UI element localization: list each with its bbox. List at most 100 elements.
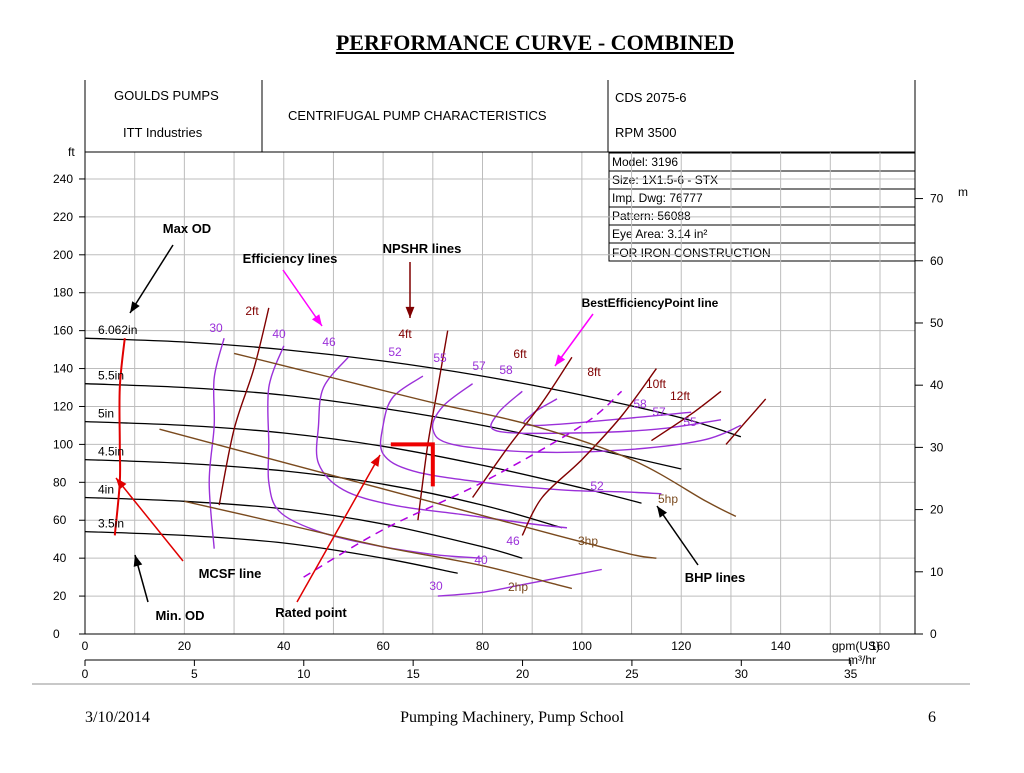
rated-point-marker (390, 442, 435, 487)
head-curve (84, 530, 458, 574)
bhp-curve (233, 352, 737, 518)
y-left-tick-label: 240 (53, 172, 73, 186)
npshr-label: 2ft (245, 304, 259, 318)
x-tick-label: 80 (476, 639, 490, 653)
efficiency-label: 40 (272, 327, 286, 341)
efficiency-label: 52 (590, 479, 604, 493)
mcsf-line (113, 338, 126, 536)
arrow-bhp-lines (656, 505, 699, 566)
npshr-label: 10ft (646, 377, 667, 391)
y-left-tick-label: 20 (53, 589, 67, 603)
arrow-bep-line-head (555, 354, 566, 366)
arrow-bep-line (554, 313, 594, 367)
y-left-tick-label: 120 (53, 399, 73, 413)
head-curve (84, 383, 682, 470)
info-eye-area: Eye Area: 3.14 in² (612, 227, 707, 241)
chart-heading: CENTRIFUGAL PUMP CHARACTERISTICS (288, 108, 547, 123)
y-right-tick-label: 10 (930, 565, 944, 579)
efficiency-label: 55 (433, 351, 447, 365)
info-imp-dwg: Imp. Dwg: 76777 (612, 191, 703, 205)
bhp-curve (159, 428, 657, 559)
annotation-callouts: Max OD Efficiency lines NPSHR lines BestEff… (115, 221, 745, 623)
annotation-efficiency-lines: Efficiency lines (243, 251, 338, 266)
efficiency-label: 57 (472, 359, 486, 373)
chart-axes: 020406080100120140160180200220240ft01020… (53, 145, 968, 681)
info-construction: FOR IRON CONSTRUCTION (612, 246, 771, 260)
efficiency-label: 30 (209, 321, 223, 335)
efficiency-label: 58 (633, 397, 647, 411)
efficiency-curve (437, 568, 602, 597)
npshr-label: 12ft (670, 389, 691, 403)
y-right-tick-label: 70 (930, 192, 944, 206)
footer-date: 3/10/2014 (85, 709, 150, 726)
efficiency-curve (379, 375, 662, 495)
x-tick-label: 60 (376, 639, 390, 653)
head-curve-label: 5.5in (98, 369, 124, 383)
efficiency-curve (315, 356, 568, 529)
y-right-axis-label: m (958, 185, 968, 199)
y-left-tick-label: 40 (53, 551, 67, 565)
annotation-bhp-lines: BHP lines (685, 570, 745, 585)
npshr-curve (417, 330, 449, 521)
head-curve (84, 420, 642, 504)
company-name: GOULDS PUMPS (114, 88, 219, 103)
annotation-rated-point: Rated point (275, 605, 347, 620)
x2-tick-label: 15 (406, 667, 420, 681)
y-right-tick-label: 50 (930, 316, 944, 330)
efficiency-label: 58 (499, 363, 513, 377)
chart-grid (84, 151, 916, 635)
head-curve-label: 5in (98, 407, 114, 421)
x2-tick-label: 0 (82, 667, 89, 681)
arrow-max-od-shaft (129, 244, 174, 314)
curve-labels: 6.062in 5.5in 5in 4.5in 4in 3.5in 30 40 46 52 55 57… (98, 304, 697, 594)
x-tick-label: 120 (671, 639, 691, 653)
y-left-tick-label: 0 (53, 627, 60, 641)
npshr-label: 8ft (587, 365, 601, 379)
info-pattern: Pattern: 56088 (612, 209, 691, 223)
arrow-npshr-lines-head (405, 306, 415, 318)
y-left-axis-label: ft (68, 145, 75, 159)
efficiency-label: 46 (506, 534, 520, 548)
x2-axis-label: m³/hr (848, 653, 876, 667)
cds-text: CDS 2075-6 (615, 90, 687, 105)
efficiency-curve (490, 390, 722, 435)
arrow-efficiency-lines (282, 269, 323, 327)
bhp-label: 5hp (658, 492, 678, 506)
page-number: 6 (928, 709, 936, 726)
npshr-curve (218, 307, 270, 506)
plot-frame (84, 151, 916, 635)
x2-tick-label: 30 (735, 667, 749, 681)
annotation-bep-line: BestEfficiencyPoint line (582, 296, 719, 310)
info-size: Size: 1X1.5-6 - STX (612, 173, 718, 187)
efficiency-label: 52 (388, 345, 402, 359)
x-tick-label: 20 (178, 639, 192, 653)
arrow-max-od (129, 244, 174, 314)
y-right-tick-label: 40 (930, 378, 944, 392)
head-curve-label: 6.062in (98, 323, 137, 337)
y-left-tick-label: 200 (53, 248, 73, 262)
annotation-min-od: Min. OD (155, 608, 204, 623)
y-left-tick-label: 60 (53, 513, 67, 527)
arrow-mcsf-line-head (116, 478, 127, 490)
annotation-mcsf-line: MCSF line (199, 566, 262, 581)
efficiency-curve (431, 383, 742, 454)
npshr-label: 6ft (513, 347, 527, 361)
x2-tick-label: 10 (297, 667, 311, 681)
npshr-curve (521, 368, 657, 536)
bhp-curve (184, 500, 573, 590)
npshr-curve (725, 398, 767, 445)
division-name: ITT Industries (123, 125, 203, 140)
arrow-npshr-lines (405, 262, 415, 318)
x-tick-label: 100 (572, 639, 592, 653)
slide-title: PERFORMANCE CURVE - COMBINED (335, 30, 735, 55)
x-tick-label: 0 (82, 639, 89, 653)
x-tick-label: 160 (870, 639, 890, 653)
npshr-curve (651, 390, 722, 442)
y-right-tick-label: 0 (930, 627, 937, 641)
x2-tick-label: 25 (625, 667, 639, 681)
y-left-tick-label: 140 (53, 362, 73, 376)
arrow-rated-point-head (370, 455, 380, 467)
npshr-label: 4ft (398, 327, 412, 341)
y-left-tick-label: 180 (53, 286, 73, 300)
